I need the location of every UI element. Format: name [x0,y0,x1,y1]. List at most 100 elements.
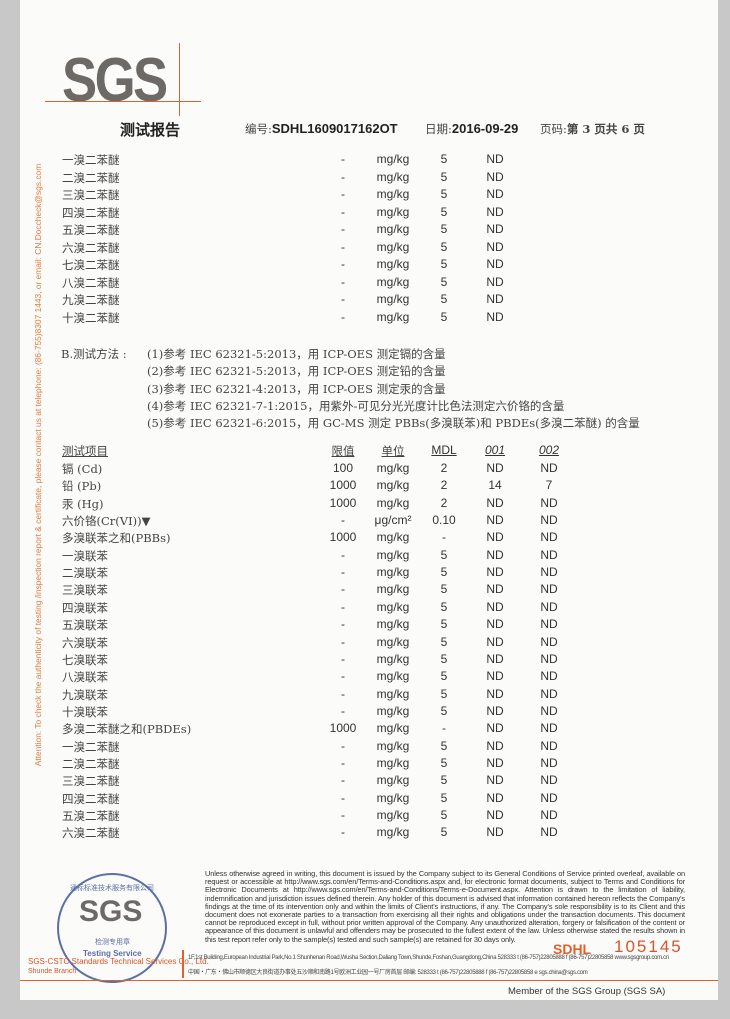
table-row-mdl: 5 [440,669,448,684]
row-mdl: 5 [440,169,448,184]
date-value: 2016-09-29 [451,121,519,136]
row-item: 一溴二苯醚 [62,153,120,167]
table-row-sample-002: ND [540,461,558,475]
table-row-unit: mg/kg [376,773,410,788]
table-row-limit: 1000 [329,478,357,493]
table-row-sample-001: ND [486,617,504,632]
authenticity-note: Attention: To check the authenticity of … [33,163,43,767]
row-limit: - [341,239,345,254]
table-row-unit: mg/kg [376,582,410,597]
row-result-001: ND [486,204,504,219]
row-result-001: ND [486,187,504,201]
table-row-mdl: 5 [440,703,448,718]
table-row-sample-001: ND [486,686,504,701]
table-row-sample-002: ND [540,703,558,718]
report-number: 编号:SDHL1609017162OT [245,121,398,137]
footer-rule [20,980,718,981]
table-row-limit: - [341,617,345,632]
row-mdl: 5 [440,152,448,166]
table-row-sample-002: ND [540,721,558,736]
table-row-sample-001: ND [486,461,504,475]
table-row-unit: mg/kg [376,478,410,493]
report-number-label: 编号: [245,122,272,136]
table-row-mdl: 5 [440,599,448,614]
page-number: 页码:第 3 页共 6 页 [540,121,645,137]
table-row-limit: 1000 [329,495,357,510]
row-limit: - [341,274,345,289]
row-item: 十溴二苯醚 [62,310,120,325]
table-row-item: 二溴联苯 [62,566,108,581]
serial-number: 105145 [614,937,683,956]
row-result-001: ND [486,257,504,271]
methods-label: B.测试方法 : [61,347,127,361]
table-row-sample-002: ND [540,755,558,770]
table-row-sample-001: ND [486,599,504,614]
table-row-limit: - [341,808,345,822]
table-row-limit: - [341,565,345,580]
table-row-unit: mg/kg [376,651,410,666]
table-row-mdl: 5 [440,755,448,770]
table-row-limit: - [341,738,345,753]
table-row-mdl: 5 [440,582,448,597]
table-row-sample-002: ND [540,547,558,562]
table-row-sample-001: ND [486,530,504,545]
stamp-ring-text: 通标标准技术服务有限公司 [70,885,154,892]
table-row-sample-002: 7 [545,478,553,493]
row-item: 七溴二苯醚 [62,258,120,272]
row-result-001: ND [486,309,504,324]
table-row-limit: - [341,513,345,528]
table-row-mdl: 5 [440,825,448,840]
table-row-sample-001: ND [486,773,504,788]
table-row-item: 五溴联苯 [62,618,108,633]
header-sample-002: 002 [538,443,560,457]
table-row-unit: mg/kg [376,686,410,701]
sgs-logo: SGS [62,46,168,115]
table-row-item: 汞 (Hg) [62,496,104,511]
table-row-unit: mg/kg [376,790,410,805]
table-row-item: 一溴联苯 [62,548,108,563]
row-limit: - [341,204,345,219]
header-unit: 单位 [381,444,405,458]
table-row-sample-002: ND [540,565,558,580]
table-row-unit: mg/kg [376,530,410,545]
row-mdl: 5 [440,274,448,289]
row-unit: mg/kg [376,169,410,184]
row-item: 六溴二苯醚 [62,240,120,255]
table-row-mdl: 5 [440,651,448,666]
testing-service-stamp: 通标标准技术服务有限公司 SGS 检测专用章 Testing Service [57,873,167,983]
table-row-sample-002: ND [540,617,558,632]
header-item: 测试项目 [62,444,108,458]
table-row-limit: - [341,599,345,614]
table-row-sample-002: ND [540,790,558,805]
table-row-sample-001: ND [486,703,504,718]
row-unit: mg/kg [376,152,410,166]
report-number-value: SDHL1609017162OT [271,121,398,136]
member-note: Member of the SGS Group (SGS SA) [508,986,666,997]
table-row-item: 四溴联苯 [62,600,108,615]
method-item: (3)参考 IEC 62321-4:2013，用 ICP-OES 测定汞的含量 [147,381,446,396]
row-result-001: ND [486,222,504,236]
table-row-limit: 100 [332,461,354,475]
table-row-sample-001: ND [486,582,504,597]
report-page: SGS 测试报告 编号:SDHL1609017162OT 日期:2016-09-… [20,0,718,1000]
row-result-001: ND [486,292,504,306]
row-mdl: 5 [440,309,448,324]
row-mdl: 5 [440,257,448,271]
table-row-item: 三溴二苯醚 [62,774,120,789]
page-label: 页码: [540,122,567,136]
table-row-sample-001: ND [486,669,504,684]
table-row-item: 一溴二苯醚 [62,739,120,754]
row-item: 五溴二苯醚 [62,223,120,237]
table-row-limit: - [341,686,345,701]
table-row-item: 九溴联苯 [62,687,108,702]
table-row-unit: mg/kg [376,495,410,510]
row-mdl: 5 [440,222,448,236]
row-result-001: ND [486,239,504,254]
table-row-sample-002: ND [540,513,558,528]
table-row-item: 七溴联苯 [62,652,108,667]
table-row-mdl: - [442,530,446,545]
header-limit: 限值 [331,444,355,458]
table-row-item: 多溴二苯醚之和(PBDEs) [62,722,192,737]
table-row-limit: - [341,825,345,840]
table-row-limit: - [341,582,345,597]
